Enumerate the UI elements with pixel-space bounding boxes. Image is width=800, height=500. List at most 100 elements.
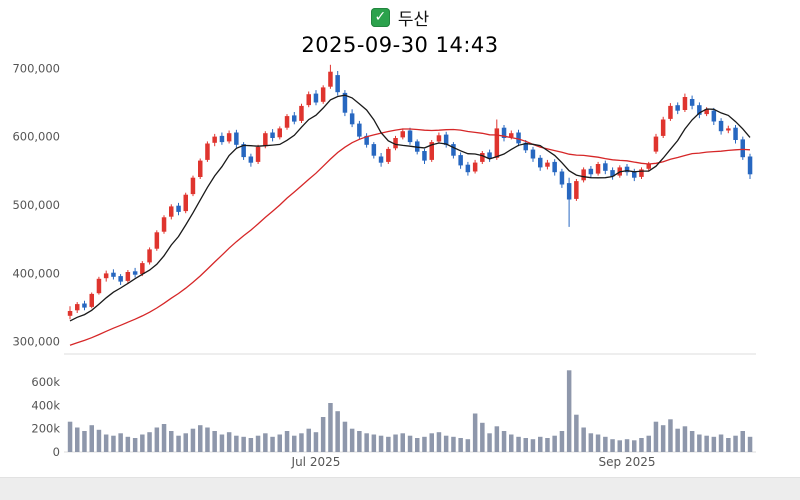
candle — [407, 130, 413, 143]
candle — [443, 134, 449, 145]
candle — [226, 133, 232, 142]
candle — [740, 139, 745, 158]
candle — [198, 160, 203, 177]
candle — [219, 135, 225, 143]
volume-bar — [190, 428, 196, 452]
volume-bar — [226, 432, 232, 452]
volume-bar — [212, 431, 217, 452]
volume-bar — [660, 425, 666, 452]
candle — [415, 141, 420, 152]
candle — [125, 272, 131, 281]
candle — [726, 128, 731, 131]
candle — [552, 161, 557, 173]
svg-text:600,000: 600,000 — [12, 130, 60, 144]
candle — [422, 151, 427, 161]
svg-text:Jul 2025: Jul 2025 — [291, 455, 341, 469]
candle — [595, 164, 601, 174]
candle — [234, 132, 239, 145]
candle — [451, 144, 456, 156]
candle — [342, 92, 348, 113]
candle — [603, 163, 608, 171]
candle — [378, 156, 384, 163]
candle — [183, 194, 188, 212]
volume-bar — [451, 436, 456, 452]
bottom-strip — [0, 477, 800, 500]
volume-bar — [422, 436, 427, 452]
svg-text:300,000: 300,000 — [12, 335, 60, 349]
candle — [335, 75, 340, 93]
candle — [205, 143, 210, 160]
volume-bar — [169, 431, 174, 452]
volume-bar — [523, 438, 528, 452]
candle — [487, 152, 492, 159]
volume-bar — [154, 427, 160, 452]
candle — [465, 164, 471, 173]
volume-bar — [125, 436, 131, 452]
volume-bar — [588, 433, 594, 452]
volume-bar — [487, 433, 492, 452]
candle — [161, 217, 167, 232]
candle — [263, 133, 268, 147]
svg-text:0: 0 — [53, 445, 60, 459]
volume-bar — [205, 427, 210, 452]
volume-bar — [689, 431, 695, 452]
candle — [328, 71, 333, 87]
volume-bars — [67, 370, 753, 452]
candle — [610, 170, 615, 177]
candle — [472, 162, 478, 172]
volume-bar — [465, 439, 471, 452]
volume-bar — [566, 370, 572, 452]
volume-bar — [255, 435, 261, 452]
candle — [675, 105, 680, 111]
candle — [190, 177, 196, 195]
candle — [393, 138, 398, 149]
volume-bar — [740, 431, 745, 452]
volume-bar — [306, 428, 311, 452]
volume-bar — [668, 419, 673, 452]
candle — [400, 131, 405, 138]
volume-bar — [538, 436, 543, 452]
volume-bar — [393, 434, 398, 452]
candle — [494, 128, 500, 158]
volume-bar — [443, 435, 449, 452]
volume-bar — [111, 435, 116, 452]
volume-bar — [704, 435, 709, 452]
candle — [538, 157, 543, 168]
candle — [523, 142, 528, 151]
volume-bar — [328, 403, 333, 452]
volume-bar — [501, 431, 507, 452]
candle — [147, 249, 152, 263]
candle — [103, 273, 109, 279]
volume-bar — [241, 436, 246, 452]
candle — [82, 303, 87, 308]
volume-bar — [639, 438, 644, 452]
volume-bar — [407, 435, 413, 452]
candle — [682, 97, 688, 110]
volume-bar — [400, 433, 405, 452]
volume-bar — [96, 429, 102, 452]
candle — [509, 133, 514, 138]
candle — [545, 162, 550, 167]
candle — [313, 93, 319, 103]
candle — [574, 181, 579, 199]
svg-text:400,000: 400,000 — [12, 266, 60, 280]
volume-bar — [198, 425, 203, 452]
volume-bar — [646, 435, 651, 452]
volume-bar — [103, 434, 109, 452]
volume-bar — [682, 426, 688, 452]
volume-bar — [617, 440, 622, 452]
candle — [660, 119, 666, 136]
volume-bar — [248, 438, 254, 452]
candle — [67, 311, 73, 316]
volume-bar — [82, 431, 87, 452]
candle — [747, 156, 753, 175]
volume-bar — [415, 438, 420, 452]
candle — [429, 142, 434, 160]
volume-bar — [342, 421, 348, 452]
volume-bar — [386, 436, 391, 452]
volume-bar — [697, 434, 702, 452]
volume-bar — [147, 432, 152, 452]
candle — [154, 232, 160, 249]
candle — [277, 128, 282, 138]
volume-bar — [552, 435, 557, 452]
